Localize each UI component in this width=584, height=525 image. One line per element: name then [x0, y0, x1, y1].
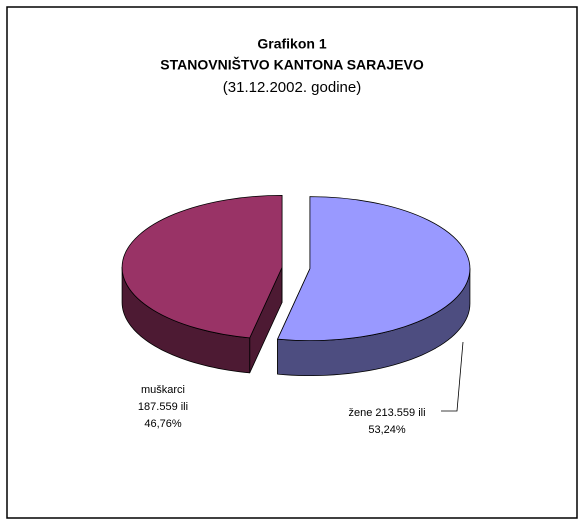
chart-date: (31.12.2002. godine) [223, 79, 361, 96]
data-label: 187.559 ili [138, 401, 188, 413]
slice [121, 194, 283, 339]
chart-subtitle: STANOVNIŠTVO KANTONA SARAJEVO [160, 56, 424, 73]
data-label: muškarci [141, 384, 185, 396]
chart-title: Grafikon 1 [257, 36, 326, 52]
data-label: 46,76% [144, 418, 182, 430]
slice [276, 196, 471, 342]
data-label: 53,24% [368, 424, 406, 436]
leader-line [441, 341, 464, 412]
chart-border [6, 6, 578, 519]
data-label: žene 213.559 ili [348, 407, 425, 419]
